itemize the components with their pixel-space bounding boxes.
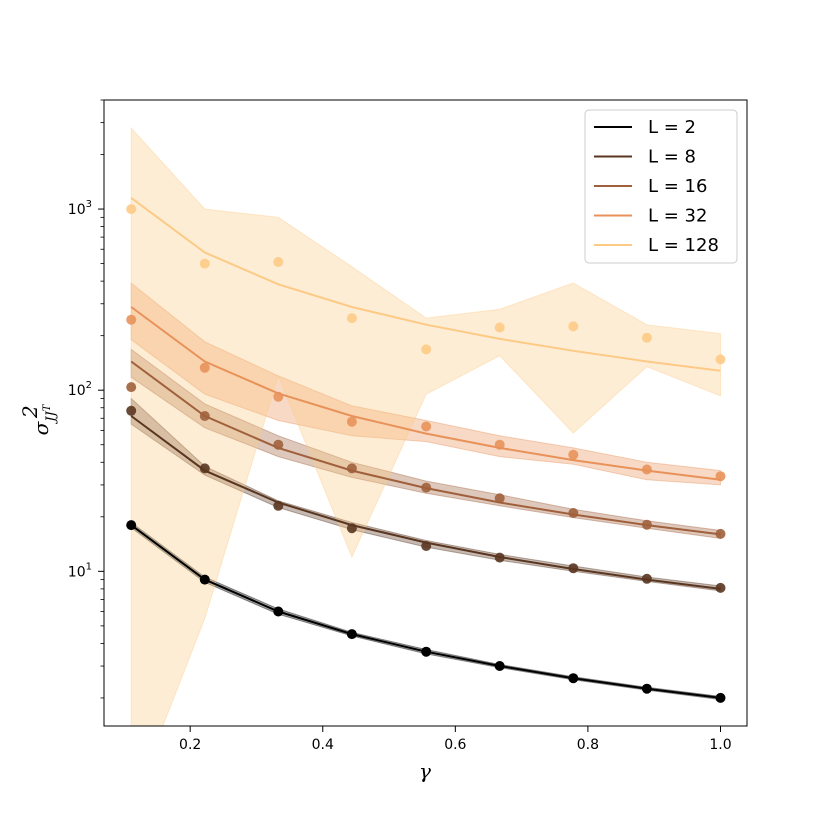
y-axis-label-subsup: T [42, 403, 53, 411]
data-point-series-5 [421, 344, 432, 355]
data-point-series-4 [641, 464, 652, 475]
data-point-series-2 [641, 573, 652, 584]
legend-label-series-5: L = 128 [648, 235, 719, 256]
legend-label-series-2: L = 8 [648, 147, 696, 168]
data-point-series-3 [641, 519, 652, 530]
y-axis-label-main: σ [29, 420, 53, 435]
data-point-series-3 [346, 463, 357, 474]
data-point-series-1 [715, 692, 726, 703]
data-point-series-4 [346, 416, 357, 427]
y-axis-label: σJJT 2 [18, 403, 59, 435]
data-point-series-2 [715, 582, 726, 593]
data-point-series-2 [421, 541, 432, 551]
data-point-series-5 [641, 332, 652, 343]
data-point-series-1 [568, 673, 579, 684]
data-point-series-2 [273, 500, 284, 511]
data-point-series-2 [126, 405, 137, 416]
data-point-series-3 [421, 482, 432, 493]
legend-label-series-3: L = 16 [648, 176, 707, 197]
x-tick-label: 1.0 [709, 737, 731, 753]
data-point-series-3 [715, 528, 726, 539]
legend-label-series-4: L = 32 [648, 206, 707, 227]
data-point-series-5 [568, 321, 579, 332]
data-point-series-4 [421, 421, 432, 432]
y-axis: 101 102 103 [68, 99, 104, 699]
legend-frame [584, 109, 738, 264]
svg-text:σJJT: σJJT [29, 403, 59, 435]
data-point-series-1 [126, 520, 137, 531]
x-tick-label: 0.4 [312, 737, 334, 753]
data-point-series-4 [199, 362, 210, 373]
fit-line-series-4 [130, 306, 721, 481]
data-point-series-5 [273, 257, 284, 267]
data-point-series-2 [568, 563, 579, 574]
legend: L = 2 L = 8 L = 16 L = 32 L = 128 [584, 109, 738, 264]
data-point-series-3 [199, 411, 210, 421]
x-tick-label: 0.6 [444, 737, 466, 753]
x-axis-label: γ [419, 759, 431, 783]
y-tick-label: 102 [68, 380, 92, 399]
data-point-series-4 [494, 439, 505, 450]
data-point-series-1 [346, 629, 357, 640]
fit-line-series-5 [130, 197, 721, 372]
x-tick-label: 0.2 [179, 737, 201, 753]
data-point-series-1 [421, 646, 432, 657]
data-point-series-5 [126, 204, 137, 215]
y-axis-label-sup: 2 [18, 405, 42, 419]
band-series-4 [130, 282, 721, 486]
plot-frame [103, 99, 748, 727]
data-point-series-4 [715, 471, 726, 482]
band-series-5 [130, 126, 721, 726]
data-point-series-4 [568, 449, 579, 460]
y-axis-label-sub: JJ [44, 411, 59, 425]
data-point-series-3 [494, 493, 505, 504]
legend-label-series-1: L = 2 [648, 117, 696, 138]
data-point-series-3 [126, 382, 137, 393]
data-point-series-1 [494, 661, 505, 671]
data-point-series-2 [494, 552, 505, 563]
data-point-series-4 [273, 391, 284, 402]
y-tick-label: 103 [68, 199, 92, 218]
data-point-series-5 [199, 258, 210, 269]
data-point-series-1 [273, 606, 284, 617]
data-point-series-3 [273, 439, 284, 450]
data-point-series-5 [346, 313, 357, 324]
data-point-series-3 [568, 508, 579, 518]
data-point-series-2 [199, 463, 210, 474]
data-point-series-5 [715, 354, 726, 365]
data-point-series-1 [199, 574, 210, 585]
data-points [126, 204, 726, 703]
data-point-series-4 [126, 314, 137, 325]
x-tick-label: 0.8 [577, 737, 599, 753]
x-axis: 0.2 0.4 0.6 0.8 1.0 [179, 726, 732, 753]
data-point-series-1 [641, 683, 652, 694]
data-point-series-5 [494, 322, 505, 333]
y-tick-label: 101 [68, 561, 92, 580]
data-point-series-2 [346, 523, 357, 534]
